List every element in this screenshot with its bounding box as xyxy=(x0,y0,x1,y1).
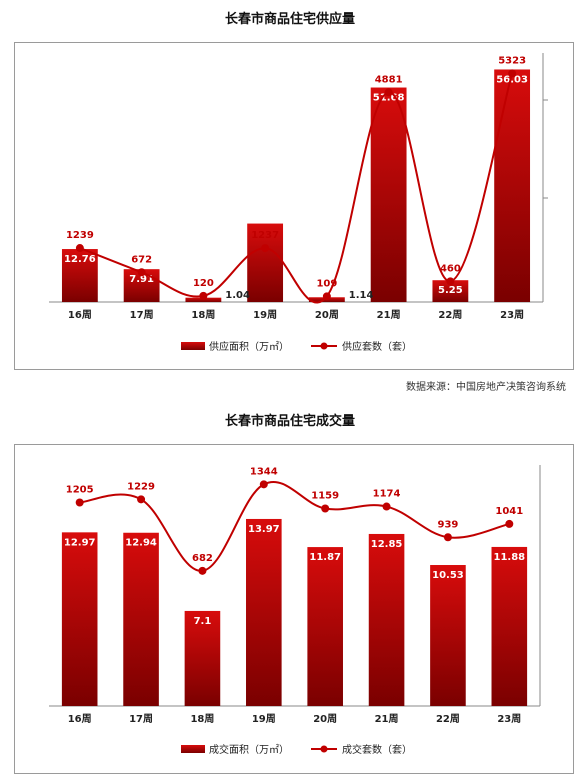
line-point xyxy=(443,533,452,542)
series-line xyxy=(79,481,510,572)
bar-value-label: 1.14 xyxy=(349,290,374,301)
sales-chart: 16周 17周 18周 19周 20周 21周 22周 23周 12.97 12.94 7.1 13.… xyxy=(49,465,541,756)
line-value-label: 672 xyxy=(131,254,152,265)
x-tick-label: 20周 xyxy=(313,713,337,725)
legend-bar-swatch xyxy=(181,745,205,753)
line-point xyxy=(382,502,391,511)
x-tick-label: 16周 xyxy=(68,309,92,321)
line-value-label: 1229 xyxy=(127,481,155,492)
bar-value-label: 12.76 xyxy=(64,254,96,265)
line-point xyxy=(75,244,84,253)
x-tick-label: 19周 xyxy=(253,309,277,321)
bar-value-label: 10.53 xyxy=(432,570,464,581)
legend: 成交面积（万㎡） 成交套数（套） xyxy=(181,743,412,756)
line-value-label: 682 xyxy=(192,553,213,564)
x-tick-label: 23周 xyxy=(497,713,521,725)
x-tick-label: 18周 xyxy=(191,309,215,321)
x-tick-label: 19周 xyxy=(252,713,276,725)
line-point xyxy=(199,291,208,300)
bar-21周 xyxy=(368,533,405,706)
legend-bar-swatch xyxy=(181,342,205,350)
x-tick-label: 22周 xyxy=(438,309,462,321)
line-point xyxy=(137,268,146,277)
bar-19周 xyxy=(246,518,282,706)
line-value-label: 1205 xyxy=(66,484,94,495)
line-point xyxy=(446,277,455,286)
legend-bar-label: 成交面积（万㎡） xyxy=(209,743,289,756)
chart-title-supply: 长春市商品住宅供应量 xyxy=(224,12,355,27)
chart-panel-supply: 16周 17周 18周 19周 20周 21周 22周 23周 12.76 7.91 1.04 1.1… xyxy=(14,42,574,370)
bar-value-label: 12.94 xyxy=(125,538,157,549)
line-value-label: 1239 xyxy=(66,230,94,241)
legend-line-marker xyxy=(320,342,328,350)
line-value-label: 1174 xyxy=(373,489,401,500)
bar-21周 xyxy=(370,87,407,302)
chart-title-sales: 长春市商品住宅成交量 xyxy=(224,414,355,429)
bar-22周 xyxy=(430,565,466,706)
x-tick-label: 17周 xyxy=(130,309,154,321)
legend-line-label: 成交套数（套） xyxy=(342,743,412,756)
bar-22周 xyxy=(432,280,469,302)
bar-value-label: 7.91 xyxy=(129,274,154,285)
bar-19周 xyxy=(247,223,284,302)
x-tick-label: 17周 xyxy=(129,713,153,725)
bar-value-label: 56.03 xyxy=(496,74,528,85)
bar-16周 xyxy=(61,249,98,302)
x-tick-label: 20周 xyxy=(315,309,339,321)
line-point xyxy=(322,292,331,301)
legend-bar-label: 供应面积（万㎡） xyxy=(209,340,289,353)
line-point xyxy=(384,88,393,97)
line-point xyxy=(198,566,207,575)
line-value-label: 1237 xyxy=(251,230,279,241)
line-point xyxy=(261,244,270,253)
bar-value-label: 11.87 xyxy=(309,552,341,563)
chart-panel-sales: 16周 17周 18周 19周 20周 21周 22周 23周 12.97 12.94 7.1 13.… xyxy=(14,444,574,774)
line-point xyxy=(75,498,84,507)
legend-line-label: 供应套数（套） xyxy=(342,340,412,353)
x-tick-label: 21周 xyxy=(375,713,399,725)
bar-16周 xyxy=(61,532,98,706)
line-point xyxy=(259,480,268,489)
line-value-label: 1159 xyxy=(311,491,339,502)
line-value-label: 5323 xyxy=(498,55,526,66)
bar-value-label: 12.97 xyxy=(64,537,96,548)
line-point xyxy=(508,69,517,78)
bar-value-label: 51.68 xyxy=(373,93,405,104)
line-value-label: 1041 xyxy=(495,506,523,517)
legend: 供应面积（万㎡） 供应套数（套） xyxy=(181,340,412,353)
bar-23周 xyxy=(491,546,528,706)
data-source: 数据来源：中国房地产决策咨询系统 xyxy=(406,382,566,393)
line-point xyxy=(505,519,514,528)
x-tick-label: 16周 xyxy=(68,713,92,725)
line-point xyxy=(137,495,146,504)
x-tick-label: 21周 xyxy=(377,309,401,321)
bar-value-label: 11.88 xyxy=(493,552,525,563)
line-value-label: 939 xyxy=(438,519,459,530)
bar-value-label: 7.1 xyxy=(194,616,212,627)
bar-23周 xyxy=(494,69,531,303)
supply-chart: 16周 17周 18周 19周 20周 21周 22周 23周 12.76 7.91 1.04 1.1… xyxy=(49,53,548,353)
bar-value-label: 13.97 xyxy=(248,524,280,535)
bar-value-label: 5.25 xyxy=(438,285,463,296)
bar-value-label: 1.04 xyxy=(225,290,250,301)
line-point xyxy=(321,504,330,513)
line-value-label: 1344 xyxy=(250,466,278,477)
line-value-label: 4881 xyxy=(375,74,403,85)
line-value-label: 120 xyxy=(193,278,214,289)
legend-line-marker xyxy=(320,745,328,753)
bar-20周 xyxy=(307,547,343,706)
x-tick-label: 23周 xyxy=(500,309,524,321)
line-value-label: 460 xyxy=(440,263,461,274)
line-value-label: 109 xyxy=(316,278,337,289)
x-tick-label: 22周 xyxy=(436,713,460,725)
bar-17周 xyxy=(123,532,159,706)
bar-18周 xyxy=(184,610,221,706)
x-tick-label: 18周 xyxy=(190,713,214,725)
bar-value-label: 12.85 xyxy=(371,539,403,550)
